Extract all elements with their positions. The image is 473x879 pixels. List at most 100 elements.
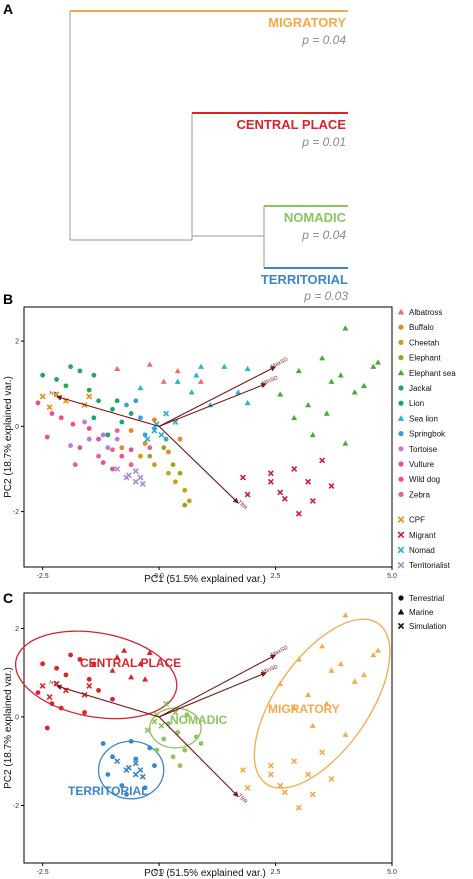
points-b — [35, 325, 382, 517]
point-territorial — [147, 745, 153, 751]
x-tick-label: 5.0 — [387, 869, 397, 876]
point-buffalo — [142, 440, 148, 446]
point-cheetah — [138, 453, 143, 459]
loading-arrow-minsd — [158, 672, 267, 718]
legend-marker-buffalo — [398, 324, 404, 330]
point-central-place — [46, 694, 53, 700]
point-territorialist — [125, 472, 132, 479]
point-migrant — [319, 457, 326, 464]
point-tortoise — [105, 445, 111, 451]
point-elephant-sea — [328, 378, 335, 384]
point-migratory — [295, 804, 302, 811]
legend-label: Buffalo — [409, 323, 434, 332]
point-sea-lion — [174, 378, 181, 384]
legend-marker-sea-lion — [397, 415, 405, 421]
point-tortoise — [100, 432, 106, 438]
point-zebra — [114, 428, 120, 434]
loading-arrow-minsd — [158, 382, 267, 427]
point-territorialist — [139, 480, 146, 487]
x-tick-label: -2.5 — [37, 869, 49, 876]
group-label-territorial-c: TERRITORIAL — [68, 784, 148, 798]
loading-label-ht: HT — [48, 680, 57, 688]
group-ellipses-c — [14, 618, 391, 800]
point-buffalo — [119, 445, 125, 451]
point-cheetah — [152, 462, 157, 468]
loading-arrow-maxsd — [158, 366, 277, 427]
point-elephant-sea — [370, 363, 377, 369]
x-axis-label-b: PC1 (51.5% explained var.) — [144, 574, 266, 585]
legend-marker-vulture — [398, 461, 404, 467]
plot-frame-c — [23, 592, 393, 864]
point-elephant — [177, 470, 183, 476]
legend-marker-wild-dog — [398, 476, 404, 482]
point-migratory — [267, 762, 274, 769]
loading-label-ht: HT — [48, 390, 57, 398]
point-migratory — [281, 789, 288, 796]
legend-marker-zebra — [398, 491, 404, 497]
point-elephant-sea — [305, 402, 312, 408]
point-tortoise — [68, 443, 73, 448]
point-elephant-sea — [295, 367, 302, 374]
legend-label: Jackal — [409, 384, 432, 393]
point-albatross — [146, 361, 153, 367]
point-elephant-sea — [337, 372, 344, 378]
legend-marker-marine — [397, 608, 405, 615]
point-cpf — [46, 404, 53, 411]
legend-marker-jackal — [398, 385, 404, 391]
point-migratory — [305, 771, 312, 778]
legend-marker-albatross — [397, 308, 405, 315]
y-tick-label: 0 — [15, 424, 19, 431]
y-tick-label: -2 — [13, 509, 19, 516]
point-buffalo — [152, 417, 157, 423]
panel-label-c: C — [3, 590, 13, 606]
point-migrant — [295, 510, 302, 517]
point-migratory — [305, 691, 312, 698]
point-jackal — [86, 387, 92, 393]
point-lion — [128, 411, 134, 416]
legend-marker-tortoise — [398, 446, 404, 452]
point-migrant — [328, 483, 335, 489]
point-migrant — [305, 478, 312, 485]
legend-label: Simulation — [409, 622, 446, 631]
point-territorial — [114, 758, 121, 765]
point-territorial — [110, 754, 115, 760]
point-lion — [105, 432, 111, 438]
point-elephant — [170, 462, 176, 468]
point-migratory — [295, 656, 302, 662]
legend-marker-springbok — [398, 431, 404, 437]
point-tortoise — [86, 436, 92, 442]
point-central-place — [44, 725, 50, 731]
point-migratory — [375, 647, 382, 653]
point-zebra — [96, 453, 101, 459]
legend-b: Albatross Buffalo Cheetah Elephant Elephant … — [397, 308, 456, 570]
legend-label: Lion — [409, 399, 424, 408]
legend-marker-simulation — [397, 622, 405, 630]
point-tortoise — [82, 419, 87, 425]
point-vulture — [96, 436, 101, 442]
group-label-territorial: TERRITORIAL — [261, 272, 348, 287]
point-nomadic — [182, 747, 188, 753]
legend-label: Elephant — [409, 354, 441, 363]
legend-marker-territorialist — [397, 561, 405, 569]
point-migratory — [244, 784, 251, 791]
point-buffalo — [166, 449, 171, 455]
point-central-place — [63, 672, 69, 678]
point-migrant — [267, 478, 274, 485]
p-value-central-place: p = 0.01 — [301, 135, 346, 149]
point-vulture — [119, 453, 125, 459]
point-territorialist — [132, 478, 139, 485]
legend-label: Tortoise — [409, 445, 438, 454]
y-tick-label: 2 — [15, 626, 19, 633]
point-sea-lion — [221, 363, 228, 369]
legend-c: Terrestrial Marine Simulation — [397, 594, 446, 631]
legend-marker-elephant — [398, 355, 404, 361]
point-vulture — [77, 445, 83, 451]
point-migratory — [323, 700, 330, 706]
legend-label: Cheetah — [409, 338, 439, 347]
point-lion — [114, 398, 120, 404]
point-sea-lion — [235, 389, 242, 395]
point-springbok — [138, 415, 143, 421]
point-central-place — [137, 660, 144, 667]
point-albatross — [160, 378, 167, 384]
